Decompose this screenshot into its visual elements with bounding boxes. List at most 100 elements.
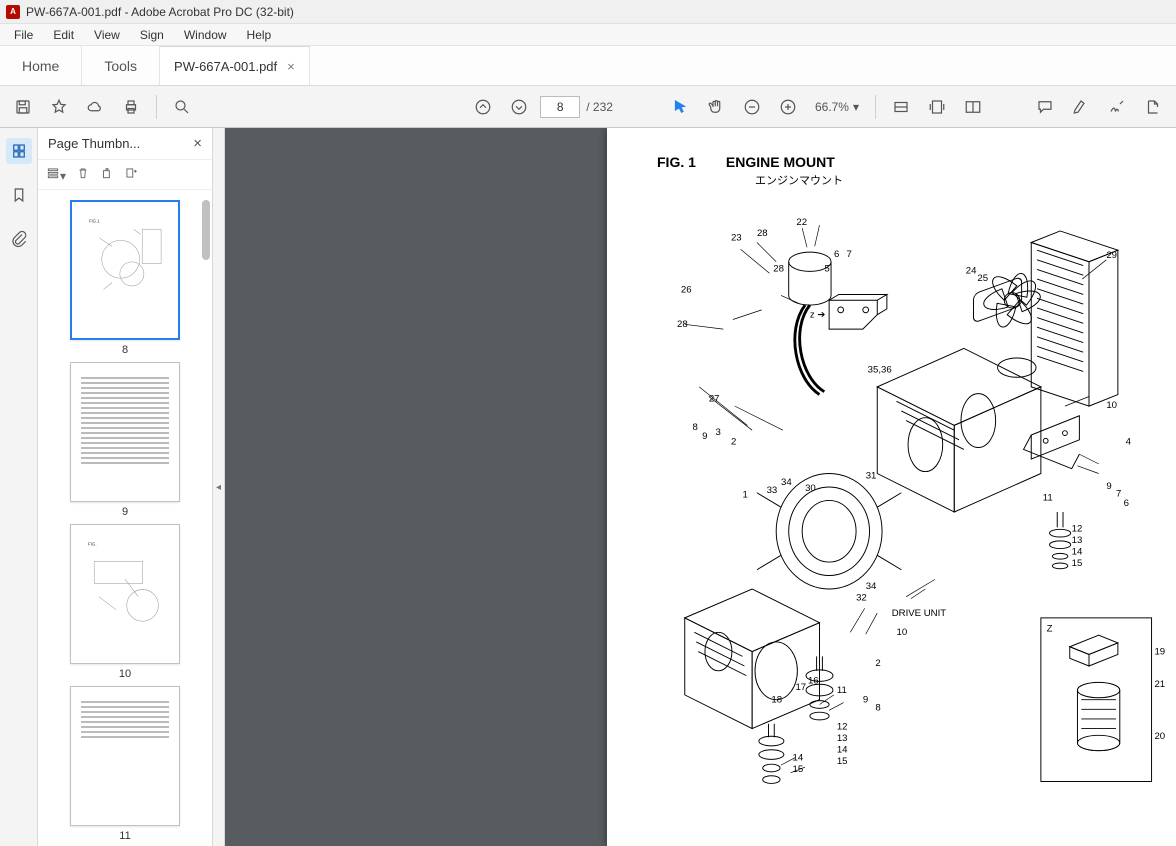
callout: 23 [731,233,742,244]
selection-tool-button[interactable] [665,92,695,122]
more-tools-button[interactable] [1138,92,1168,122]
toolbar-separator [875,95,876,119]
page-number-input[interactable]: 8 [540,96,580,118]
callout: 5 [824,263,829,274]
menu-view[interactable]: View [86,26,128,44]
chevron-down-icon: ▾ [853,100,859,114]
callout: 15 [837,756,848,767]
thumbnails-rail-button[interactable] [6,138,32,164]
page-up-button[interactable] [468,92,498,122]
thumbnail-page[interactable]: 11 [70,686,180,842]
tab-close-icon[interactable]: × [287,59,295,74]
fit-page-button[interactable] [922,92,952,122]
thumbnail-page[interactable]: 9 [70,362,180,518]
menu-help[interactable]: Help [239,26,280,44]
thumbnail-page[interactable]: FIG. 10 [70,524,180,680]
callout: 10 [1106,400,1117,411]
page-down-button[interactable] [504,92,534,122]
zoom-out-button[interactable] [737,92,767,122]
menu-file[interactable]: File [6,26,41,44]
thumbnails-title: Page Thumbn... [48,136,140,151]
thumbnail-label: 9 [70,506,180,518]
callout: 35,36 [868,364,892,375]
thumb-extract-button[interactable] [124,166,138,183]
zoom-in-button[interactable] [773,92,803,122]
zoom-value-dropdown[interactable]: 66.7% ▾ [809,100,865,114]
thumbnails-scrollbar[interactable] [202,200,210,260]
tab-tools[interactable]: Tools [82,46,160,85]
read-mode-button[interactable] [958,92,988,122]
cloud-button[interactable] [80,92,110,122]
window-title: PW-667A-001.pdf - Adobe Acrobat Pro DC (… [26,5,294,19]
navigation-rail [0,128,38,846]
engineering-drawing: 23 28 22 26 28 6 7 5 z ➔ 28 27 24 25 29 … [627,188,1166,836]
callout: 14 [1072,546,1083,557]
tab-document-label: PW-667A-001.pdf [174,59,277,74]
callout: 10 [897,627,908,638]
callout: 6 [834,249,839,260]
callout: 32 [856,593,867,604]
thumbnail-label: 8 [70,344,180,356]
callout: 11 [1043,492,1053,503]
callout: 21 [1154,679,1165,690]
callout: 14 [793,752,804,763]
callout: 8 [692,422,697,433]
hand-tool-button[interactable] [701,92,731,122]
window-titlebar: A PW-667A-001.pdf - Adobe Acrobat Pro DC… [0,0,1176,24]
page-count-label: / 232 [586,100,613,114]
callout: 31 [866,470,877,481]
figure-title: ENGINE MOUNT [726,154,835,170]
callout: 15 [1072,558,1083,569]
star-button[interactable] [44,92,74,122]
thumbnail-page[interactable]: FIG.1 8 [70,200,180,356]
save-button[interactable] [8,92,38,122]
sign-button[interactable] [1102,92,1132,122]
callout: 9 [702,431,707,442]
callout: 28 [773,263,784,274]
callout: 26 [681,285,692,296]
thumbnail-label: 11 [70,830,180,842]
bookmarks-rail-button[interactable] [6,182,32,208]
thumbnails-list[interactable]: FIG.1 8 9 FIG. 10 11 [38,190,212,846]
callout: 13 [1072,535,1083,546]
print-button[interactable] [116,92,146,122]
callout: 20 [1154,731,1165,742]
document-viewport[interactable]: FIG. 1 ENGINE MOUNT エンジンマウント [225,128,1176,846]
thumb-delete-button[interactable] [76,166,90,183]
callout: 3 [716,427,721,438]
main-toolbar: 8 / 232 66.7% ▾ [0,86,1176,128]
zoom-value-label: 66.7% [815,100,849,114]
menubar: File Edit View Sign Window Help [0,24,1176,46]
figure-label: FIG. 1 [657,154,696,170]
callout: 7 [1116,489,1121,500]
figure-heading: FIG. 1 ENGINE MOUNT [657,154,835,170]
tab-home[interactable]: Home [0,46,82,85]
callout: 2 [731,437,736,448]
menu-window[interactable]: Window [176,26,235,44]
callout: 33 [767,485,778,496]
svg-text:FIG.: FIG. [88,542,97,547]
menu-edit[interactable]: Edit [45,26,82,44]
thumbnails-header: Page Thumbn... × [38,128,212,160]
detail-z-label: Z [1047,623,1053,634]
menu-sign[interactable]: Sign [132,26,172,44]
thumb-rotate-button[interactable] [100,166,114,183]
callout: 30 [805,483,816,494]
main-area: Page Thumbn... × ▾ FIG.1 8 9 FIG. 10 [0,128,1176,846]
comment-button[interactable] [1030,92,1060,122]
highlight-button[interactable] [1066,92,1096,122]
panel-collapse-handle[interactable]: ◂ [213,128,225,846]
attachments-rail-button[interactable] [6,226,32,252]
pdf-app-icon: A [6,5,20,19]
thumb-options-button[interactable]: ▾ [46,166,66,183]
callout: 15 [793,764,804,775]
find-button[interactable] [167,92,197,122]
callout: 11 [837,685,847,696]
fit-width-button[interactable] [886,92,916,122]
callout: 34 [866,581,877,592]
close-panel-icon[interactable]: × [193,135,202,152]
tab-document[interactable]: PW-667A-001.pdf × [160,46,310,85]
callout: 28 [677,319,688,330]
tabs-row: Home Tools PW-667A-001.pdf × [0,46,1176,86]
callout: 7 [846,249,851,260]
